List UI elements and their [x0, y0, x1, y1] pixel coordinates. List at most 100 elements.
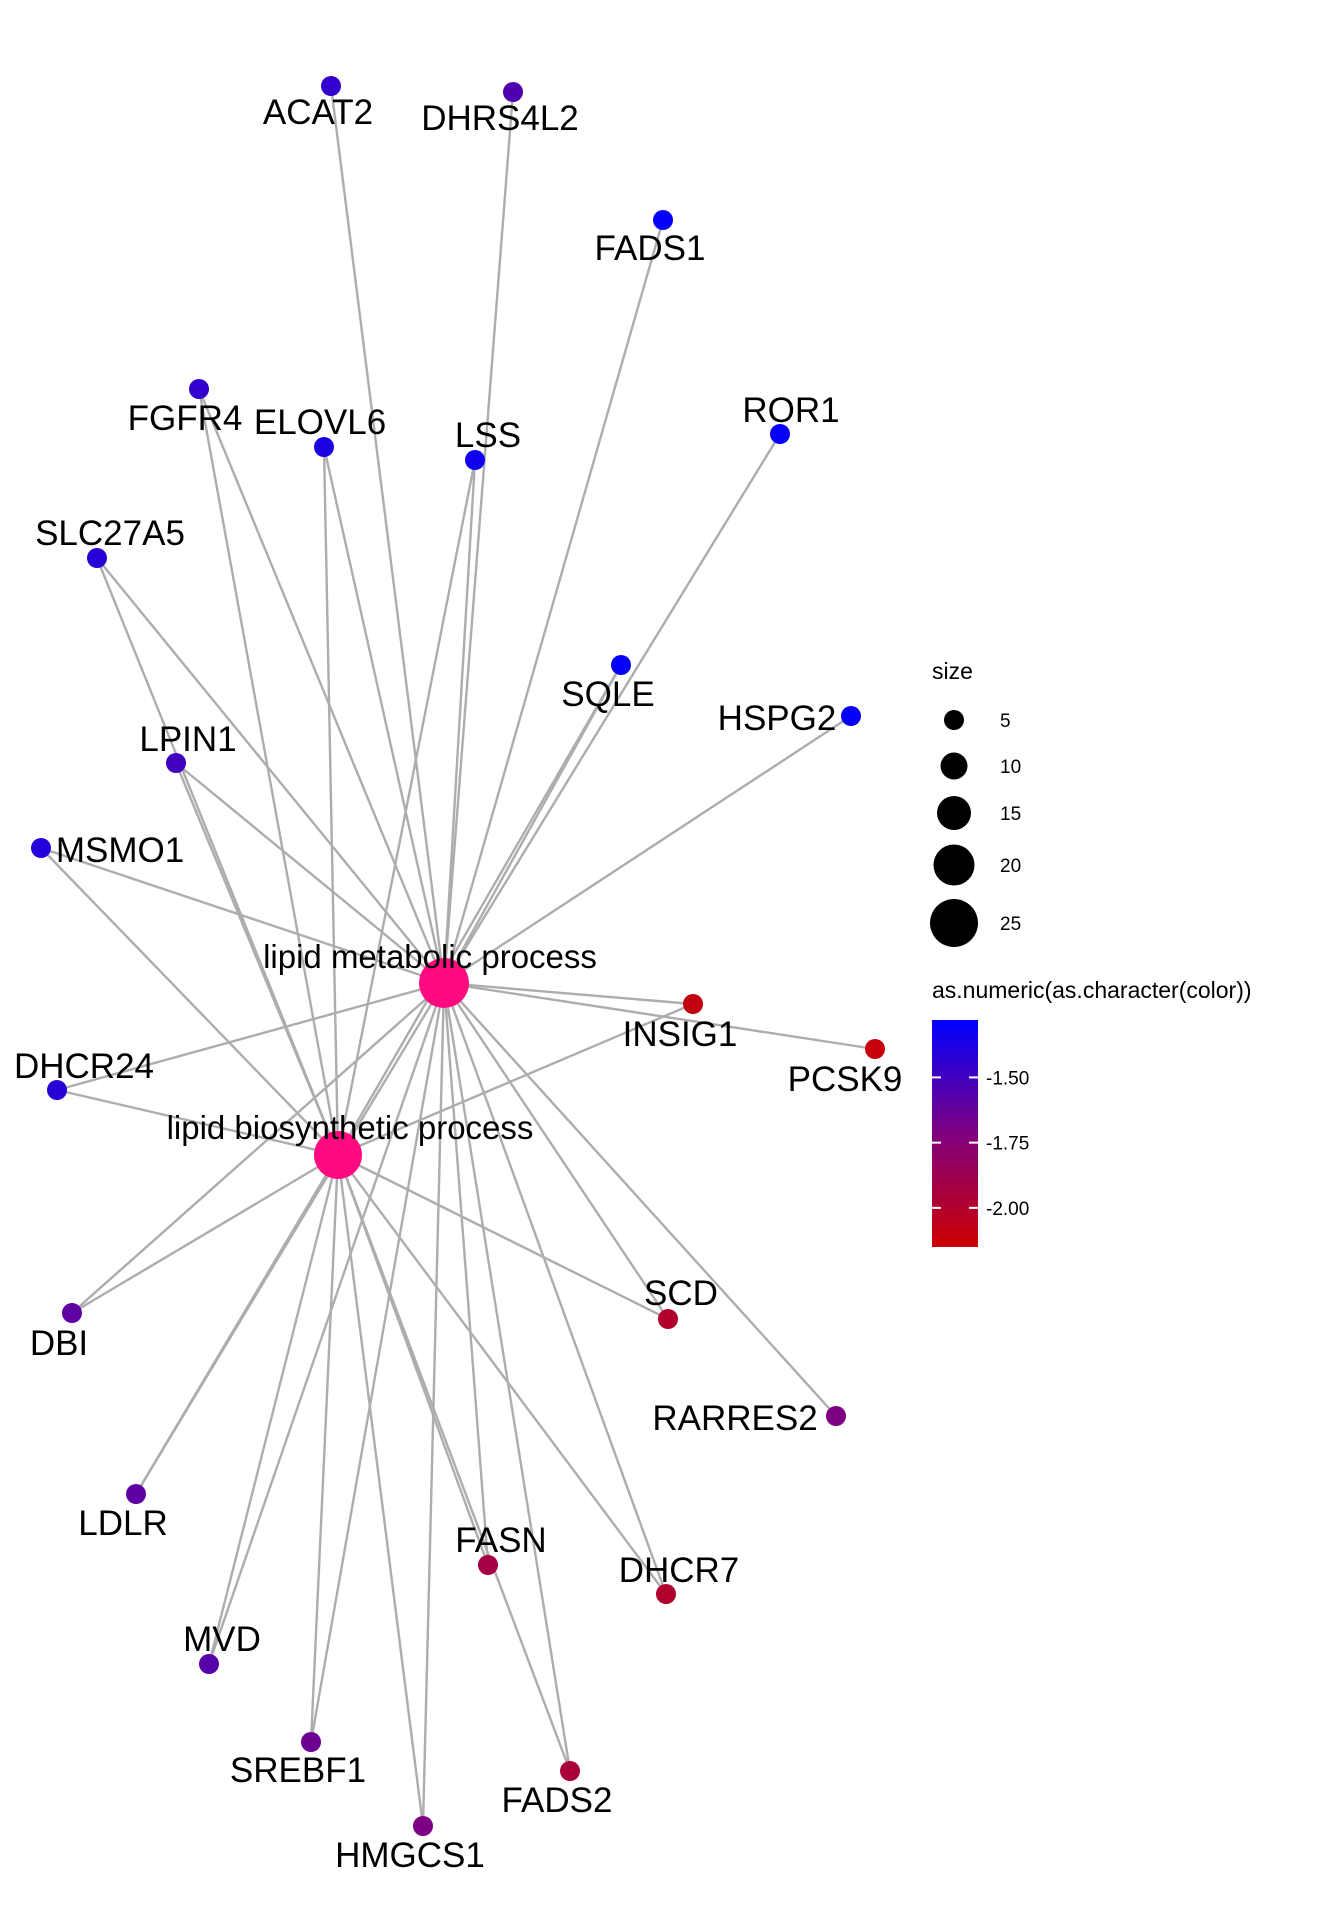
color-tick-label--1.50: -1.50	[986, 1068, 1029, 1089]
size-legend-dot-5	[944, 710, 964, 730]
gene-label-dbi: DBI	[30, 1324, 88, 1363]
color-legend-title: as.numeric(as.character(color))	[932, 977, 1252, 1003]
network-nodes	[31, 76, 885, 1836]
gene-label-ror1: ROR1	[742, 391, 839, 430]
gene-label-scd: SCD	[644, 1274, 718, 1313]
term-node-lmp[interactable]	[419, 958, 469, 1008]
gene-label-mvd: MVD	[183, 1620, 261, 1659]
edge-lmp-FGFR4	[197, 388, 446, 984]
edge-lbp-FGFR4	[197, 388, 340, 1156]
edge-lbp-DHCR7	[337, 1154, 667, 1595]
edge-lbp-INSIG1	[337, 1002, 694, 1157]
edge-lmp-ELOVL6	[322, 446, 446, 984]
size-legend-dot-15	[937, 796, 971, 830]
gene-label-fads2: FADS2	[502, 1781, 613, 1820]
edge-lmp-HSPG2	[443, 714, 852, 985]
gene-node-hmgcs1[interactable]	[413, 1816, 433, 1836]
size-legend-dot-10	[940, 752, 968, 780]
gene-label-insig1: INSIG1	[623, 1015, 738, 1054]
gene-node-insig1[interactable]	[683, 994, 703, 1014]
edge-lmp-DBI	[71, 982, 445, 1314]
gene-node-ror1[interactable]	[770, 424, 790, 444]
gene-label-dhcr24: DHCR24	[14, 1047, 154, 1086]
edge-lbp-SREBF1	[309, 1154, 340, 1743]
gene-label-lss: LSS	[455, 416, 521, 455]
gene-label-fgfr4: FGFR4	[128, 399, 243, 438]
size-legend-title: size	[932, 658, 973, 684]
gene-label-slc27a5: SLC27A5	[35, 514, 185, 553]
gene-node-sqle[interactable]	[611, 655, 631, 675]
term-label-lbp: lipid biosynthetic process	[167, 1109, 534, 1146]
gene-label-hmgcs1: HMGCS1	[335, 1836, 485, 1875]
gene-label-lpin1: LPIN1	[139, 720, 236, 759]
gene-label-rarres2: RARRES2	[652, 1399, 817, 1438]
network-labels: ACAT2 DHRS4L2 FADS1 ROR1 FGFR4 ELOVL6 LSS SLC27…	[14, 93, 902, 1875]
edge-lmp-ROR1	[442, 433, 782, 984]
gene-node-fads1[interactable]	[653, 210, 673, 230]
edge-lbp-DHCR24	[56, 1088, 339, 1157]
gene-node-hspg2[interactable]	[841, 706, 861, 726]
edge-lbp-LSS	[336, 459, 477, 1156]
size-legend-label-25: 25	[1000, 914, 1021, 935]
gene-label-sqle: SQLE	[561, 675, 654, 714]
edge-lmp-ACAT2	[329, 85, 446, 984]
gene-node-rarres2[interactable]	[826, 1406, 846, 1426]
color-legend-ticks: -1.50 -1.75 -2.00	[932, 1068, 1029, 1220]
gene-node-fads2[interactable]	[560, 1761, 580, 1781]
edge-lbp-LDLR	[134, 1154, 340, 1495]
gene-label-dhrs4l2: DHRS4L2	[421, 99, 579, 138]
size-legend: 5 10 15 20 25	[930, 710, 1021, 947]
gene-node-srebf1[interactable]	[301, 1732, 321, 1752]
size-legend-label-5: 5	[1000, 711, 1011, 732]
edge-lmp-SREBF1	[309, 982, 446, 1743]
edge-lmp-LSS	[442, 459, 477, 984]
gene-node-lpin1[interactable]	[166, 753, 186, 773]
gene-node-fasn[interactable]	[478, 1555, 498, 1575]
edge-lmp-DHRS4L2	[442, 91, 515, 984]
edge-lmp-DHCR24	[56, 981, 445, 1092]
gene-label-hspg2: HSPG2	[718, 699, 837, 738]
gene-node-scd[interactable]	[658, 1309, 678, 1329]
gene-label-msmo1: MSMO1	[56, 831, 184, 870]
gene-label-elovl6: ELOVL6	[254, 403, 386, 442]
gene-node-mvd[interactable]	[199, 1654, 219, 1674]
gene-node-fgfr4[interactable]	[189, 379, 209, 399]
edge-lmp-FADS2	[442, 982, 572, 1772]
edge-lbp-SQLE	[336, 664, 623, 1156]
edge-lmp-DHCR7	[442, 982, 668, 1595]
edge-lmp-SLC27A5	[96, 557, 445, 984]
size-legend-label-15: 15	[1000, 804, 1021, 825]
gene-node-elovl6[interactable]	[314, 437, 334, 457]
color-tick-label--1.75: -1.75	[986, 1134, 1029, 1155]
edge-lmp-SCD	[443, 982, 669, 1320]
gene-node-msmo1[interactable]	[31, 838, 51, 858]
gene-label-ldlr: LDLR	[78, 1504, 167, 1543]
gene-node-dhrs4l2[interactable]	[503, 82, 523, 102]
edge-lmp-INSIG1	[443, 981, 694, 1006]
gene-node-lss[interactable]	[465, 450, 485, 470]
gene-node-acat2[interactable]	[321, 76, 341, 96]
gene-node-dhcr24[interactable]	[47, 1080, 67, 1100]
edge-lbp-MSMO1	[40, 847, 339, 1156]
legend: size 5 10 15 20 25 as.numeric(as.character(c…	[930, 658, 1252, 1247]
edge-lbp-FADS2	[336, 1154, 572, 1772]
edge-lmp-FASN	[442, 982, 490, 1566]
size-legend-dot-25	[930, 899, 978, 947]
edge-lbp-LPIN1	[174, 762, 340, 1156]
size-legend-dot-20	[933, 844, 975, 886]
gene-node-dhcr7[interactable]	[656, 1584, 676, 1604]
edge-lbp-ELOVL6	[322, 446, 340, 1156]
edge-lmp-HMGCS1	[421, 982, 446, 1827]
gene-node-ldlr[interactable]	[126, 1484, 146, 1504]
gene-label-pcsk9: PCSK9	[788, 1060, 903, 1099]
term-node-lbp[interactable]	[314, 1131, 362, 1179]
gene-node-dbi[interactable]	[62, 1303, 82, 1323]
gene-node-slc27a5[interactable]	[87, 548, 107, 568]
gene-label-srebf1: SREBF1	[230, 1751, 366, 1790]
size-legend-label-10: 10	[1000, 757, 1021, 778]
edge-lmp-MVD	[207, 982, 446, 1665]
gene-label-fads1: FADS1	[595, 229, 706, 268]
gene-node-pcsk9[interactable]	[865, 1039, 885, 1059]
edge-lbp-MVD	[207, 1154, 340, 1665]
